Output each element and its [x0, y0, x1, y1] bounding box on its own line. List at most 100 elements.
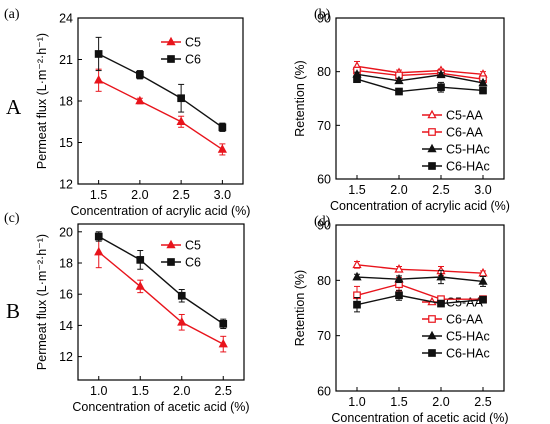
x-tick-label: 2.5: [172, 188, 189, 202]
y-tick-label: 20: [59, 225, 73, 239]
legend-item: C5-AA: [422, 109, 483, 123]
data-point: [437, 83, 445, 92]
legend-label: C6-AA: [446, 126, 483, 140]
series-c5-aa: [352, 259, 488, 277]
panel-a: (a) 1.5 2.0 2.5 3.0 12 15 18 21 24 Concentration o…: [4, 7, 250, 218]
legend-item: C5: [161, 36, 201, 50]
legend-item: C5: [161, 239, 201, 253]
data-point: [353, 75, 361, 84]
series-line: [356, 276, 484, 283]
panel-d: (d) 1.0 1.5 2.0 2.5 60 70 80 90 Concentration of …: [293, 214, 509, 424]
x-tick-label: 2.5: [474, 395, 491, 409]
data-point: [478, 77, 488, 87]
data-point: [136, 70, 144, 79]
series-line: [356, 264, 484, 274]
x-tick-label: 1.5: [90, 188, 107, 202]
data-point: [218, 338, 228, 348]
data-point: [94, 50, 103, 58]
legend-marker: [428, 162, 436, 170]
legend-item: C6: [161, 53, 201, 67]
data-point: [177, 291, 186, 300]
x-tick-label: 2.0: [173, 384, 190, 398]
legend-item: C6-AA: [422, 313, 483, 327]
y-tick-label: 60: [317, 173, 331, 187]
panel-label: (c): [4, 211, 20, 226]
x-axis-label: Concentration of acrylic acid (%): [330, 199, 510, 213]
series-line: [98, 79, 223, 150]
series-line: [356, 69, 484, 80]
series-line: [98, 235, 224, 325]
x-tick-label: 2.5: [432, 183, 449, 197]
series-line: [356, 283, 483, 300]
data-point: [94, 75, 104, 84]
x-tick-label: 2.0: [390, 183, 407, 197]
data-point: [436, 69, 446, 79]
series-c6: [94, 36, 227, 132]
x-tick-label: 1.0: [348, 395, 365, 409]
y-tick-label: 18: [59, 257, 73, 271]
x-tick-label: 1.5: [348, 183, 365, 197]
row-label-b: B: [6, 299, 20, 323]
data-point: [436, 271, 446, 281]
y-tick-label: 80: [317, 65, 331, 79]
data-point: [478, 276, 488, 285]
y-tick-label: 90: [317, 219, 331, 233]
y-tick-label: 12: [59, 178, 73, 192]
panel-label: (d): [314, 214, 331, 229]
legend-label: C5: [185, 36, 201, 50]
x-tick-label: 1.0: [90, 384, 107, 398]
data-point: [352, 259, 362, 269]
series-line: [356, 294, 484, 306]
series-c5: [94, 68, 227, 156]
data-point: [394, 264, 404, 273]
data-point: [135, 281, 145, 290]
x-axis-label: Concentration of acrylic acid (%): [71, 204, 251, 218]
x-axis-label: Concentration of acetic acid (%): [331, 411, 508, 424]
panel-label: (a): [4, 7, 20, 22]
plot-frame: [335, 17, 505, 180]
y-tick-label: 16: [59, 288, 73, 302]
legend-item: C5-HAc: [422, 143, 490, 157]
data-point: [218, 123, 227, 132]
data-point: [177, 317, 187, 326]
data-point: [479, 295, 487, 304]
series-line: [98, 53, 223, 128]
legend-marker: [428, 315, 436, 323]
legend-marker: [166, 36, 176, 46]
legend-label: C5-HAc: [446, 143, 490, 157]
legend-marker: [428, 349, 436, 357]
data-point: [135, 95, 145, 105]
legend-item: C6-HAc: [422, 160, 490, 174]
data-point: [94, 246, 104, 256]
legend-marker: [427, 143, 437, 153]
data-point: [353, 300, 361, 309]
legend-marker: [428, 128, 436, 136]
panel-c: (c) 1.0 1.5 2.0 2.5 12 14 16 18 20 Concentration o…: [4, 211, 250, 414]
x-tick-label: 1.5: [132, 384, 149, 398]
data-point: [177, 94, 185, 103]
x-tick-label: 3.0: [474, 183, 491, 197]
panel-b: (b) 1.5 2.0 2.5 3.0 60 70 80 90 Concentration of …: [293, 7, 510, 213]
data-point: [394, 75, 404, 85]
data-point: [352, 271, 362, 281]
series-line: [356, 78, 484, 93]
legend-label: C5-AA: [446, 109, 483, 123]
data-point: [217, 144, 227, 153]
data-point: [437, 299, 445, 308]
data-point: [478, 267, 488, 277]
series-c6-hac: [353, 289, 487, 313]
legend-label: C6-HAc: [446, 160, 490, 174]
y-tick-label: 18: [59, 95, 73, 109]
series-c5: [94, 235, 228, 353]
series-c6-hac: [353, 75, 487, 96]
y-tick-label: 70: [317, 329, 331, 343]
data-point: [219, 320, 228, 328]
data-point: [395, 87, 403, 96]
x-tick-label: 2.0: [432, 395, 449, 409]
legend-item: C6-HAc: [422, 347, 490, 361]
legend-marker: [427, 330, 437, 340]
y-axis-label: Retention (%): [293, 60, 307, 136]
panel-label: (b): [314, 7, 331, 22]
legend-item: C6-AA: [422, 126, 483, 140]
